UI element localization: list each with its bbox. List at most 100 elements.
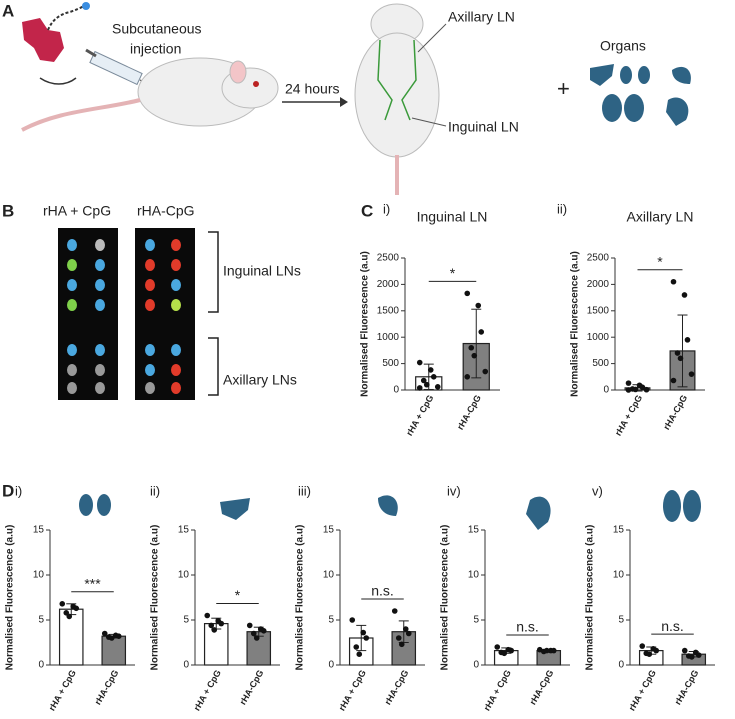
blob xyxy=(67,259,77,271)
y-tick-label: 10 xyxy=(33,570,45,581)
significance-label: * xyxy=(657,253,663,269)
subtitle: ii) xyxy=(150,483,160,498)
y-tick-label: 2500 xyxy=(587,253,610,264)
y-tick-label: 10 xyxy=(613,570,625,581)
significance-label: * xyxy=(450,265,456,281)
data-point xyxy=(66,613,73,620)
data-point xyxy=(478,329,485,335)
data-point xyxy=(204,612,211,619)
blob xyxy=(67,364,77,376)
blob xyxy=(67,299,77,311)
data-point xyxy=(398,641,405,648)
y-tick-label: 1000 xyxy=(377,332,400,343)
data-point xyxy=(423,381,430,388)
y-tick-label: 15 xyxy=(323,525,335,536)
organ-icons-d xyxy=(79,490,701,530)
data-point xyxy=(653,647,660,654)
x-tick-label: rHA-CpG xyxy=(455,393,483,431)
y-tick-label: 0 xyxy=(473,660,479,671)
chart-title: Inguinal LN xyxy=(417,209,488,225)
y-axis-label: Normalised Fluorescence (a.u) xyxy=(5,525,16,671)
y-axis-label: Normalised Fluorescence (a.u) xyxy=(570,251,581,397)
blob xyxy=(145,382,155,394)
data-point xyxy=(670,278,677,285)
data-point xyxy=(218,620,225,627)
column-label: rHA-CpG xyxy=(137,203,195,219)
x-tick-label: rHA-CpG xyxy=(238,668,266,706)
protein-icon xyxy=(22,2,90,85)
y-tick-label: 0 xyxy=(38,660,44,671)
data-point xyxy=(405,630,412,637)
y-tick-label: 0 xyxy=(328,660,334,671)
y-axis-label: Normalised Fluorescence (a.u) xyxy=(440,525,451,671)
panel-label: A xyxy=(2,1,14,20)
data-point xyxy=(115,633,122,639)
panel-label: B xyxy=(2,201,14,220)
x-tick-label: rHA + CpG xyxy=(337,668,368,712)
blob xyxy=(171,259,181,271)
data-point xyxy=(395,635,402,641)
blob xyxy=(95,279,105,291)
data-point xyxy=(59,601,66,607)
x-tick-label: rHA + CpG xyxy=(192,668,223,712)
mouse xyxy=(21,57,279,132)
data-point xyxy=(260,628,267,634)
blob xyxy=(171,279,181,291)
y-tick-label: 15 xyxy=(178,525,190,536)
blob xyxy=(171,382,181,394)
data-point xyxy=(508,647,515,654)
subtitle: iv) xyxy=(447,483,461,498)
chart-title: Axillary LN xyxy=(627,209,694,225)
data-point xyxy=(434,384,441,390)
x-tick-label: rHA + CpG xyxy=(627,668,658,712)
data-point xyxy=(688,371,695,377)
error-bar xyxy=(356,624,367,652)
blob xyxy=(145,259,155,271)
x-tick-label: rHA + CpG xyxy=(613,393,644,437)
data-point xyxy=(670,377,677,384)
blob xyxy=(171,364,181,376)
blob xyxy=(145,344,155,356)
data-point xyxy=(250,630,257,637)
y-axis-label: Normalised Fluorescence (a.u) xyxy=(150,525,161,671)
x-tick-label: rHA-CpG xyxy=(673,668,701,706)
data-point xyxy=(356,651,363,657)
row-label: Axillary LNs xyxy=(223,372,297,388)
subtitle: v) xyxy=(592,483,603,498)
y-tick-label: 1500 xyxy=(587,305,610,316)
y-tick-label: 2500 xyxy=(377,253,400,264)
schematic-label: Inguinal LN xyxy=(448,119,519,135)
subtitle: iii) xyxy=(298,483,311,498)
organ-icons xyxy=(590,64,691,126)
y-tick-label: 0 xyxy=(618,660,624,671)
y-axis-label: Normalised Fluorescence (a.u) xyxy=(585,525,596,671)
significance-label: * xyxy=(235,587,241,603)
y-tick-label: 0 xyxy=(183,660,189,671)
data-point xyxy=(353,644,360,650)
y-tick-label: 2000 xyxy=(587,279,610,290)
blob xyxy=(67,279,77,291)
blob xyxy=(67,344,77,356)
blob xyxy=(145,299,155,311)
y-tick-label: 15 xyxy=(613,525,625,536)
data-point xyxy=(246,622,253,629)
image xyxy=(135,228,195,400)
image xyxy=(58,228,118,400)
y-tick-label: 0 xyxy=(393,385,399,396)
x-tick-label: rHA-CpG xyxy=(383,668,411,706)
blob xyxy=(95,364,105,376)
y-tick-label: 10 xyxy=(178,570,190,581)
schematic-label: injection xyxy=(130,41,181,57)
data-point xyxy=(639,643,646,649)
blob xyxy=(95,299,105,311)
data-point xyxy=(427,367,434,373)
data-point xyxy=(464,290,471,297)
blob xyxy=(95,239,105,251)
y-tick-label: 5 xyxy=(473,615,479,626)
data-point xyxy=(471,352,478,359)
data-point xyxy=(360,629,367,636)
data-point xyxy=(464,374,471,380)
data-point xyxy=(73,605,80,612)
signal-blobs xyxy=(67,239,181,394)
